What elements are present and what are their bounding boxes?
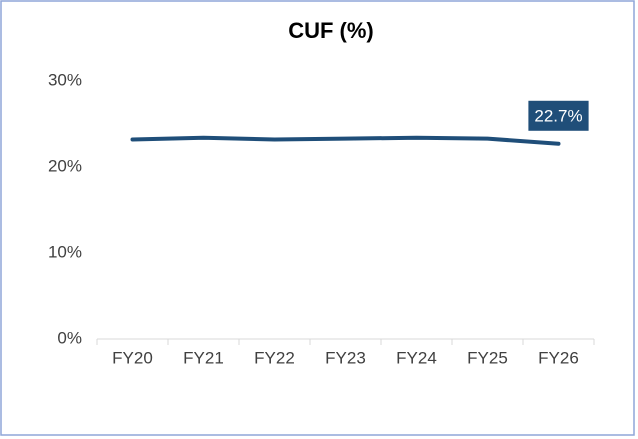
x-tick-label: FY20 [112,348,153,367]
x-tick-label: FY24 [396,348,437,367]
chart-title: CUF (%) [288,18,374,43]
x-tick-label: FY26 [538,348,579,367]
y-tick-label: 20% [48,156,82,175]
y-tick-label: 0% [57,328,82,347]
data-label-box [528,100,589,131]
x-tick-label: FY22 [254,348,295,367]
x-tick-label: FY23 [325,348,366,367]
data-label: 22.7% [534,106,582,125]
line-series [130,135,561,146]
x-tick-label: FY25 [467,348,508,367]
y-tick-label: 30% [48,70,82,89]
x-tick-label: FY21 [183,348,224,367]
y-tick-label: 10% [48,242,82,261]
